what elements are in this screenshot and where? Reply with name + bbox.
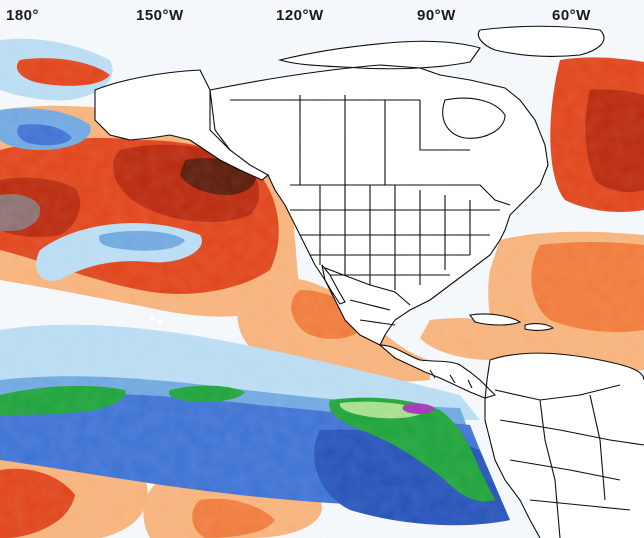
- longitude-label-90w: 90°W: [417, 7, 456, 24]
- sst-warm-dark-north-atlantic: [585, 89, 644, 192]
- sst-warm-atlantic-core: [531, 241, 644, 332]
- land-hawaii-2: [157, 319, 163, 325]
- land-hawaii-1: [150, 316, 154, 320]
- longitude-label-150w: 150°W: [136, 7, 184, 24]
- longitude-label-120w: 120°W: [276, 7, 324, 24]
- longitude-label-180: 180°: [6, 7, 40, 24]
- longitude-label-60w: 60°W: [552, 7, 591, 24]
